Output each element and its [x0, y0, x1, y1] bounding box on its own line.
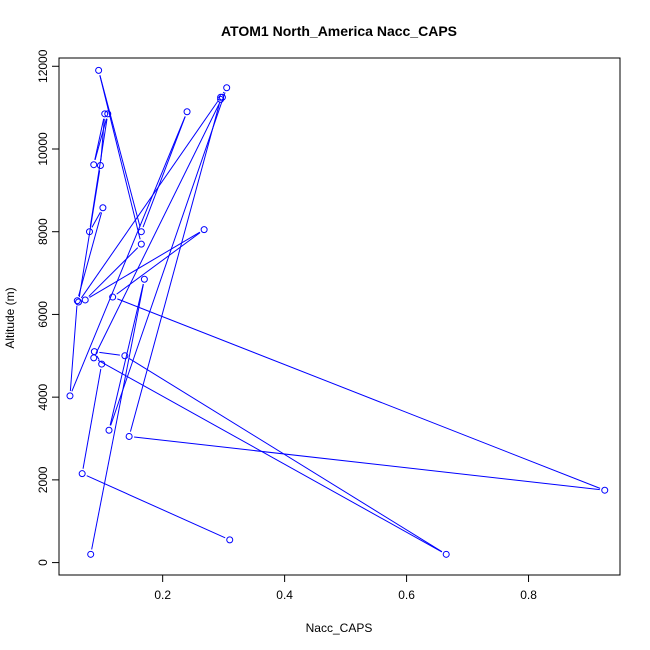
y-tick-label: 4000: [36, 383, 50, 410]
x-tick-label: 0.8: [520, 588, 537, 602]
data-point: [96, 162, 104, 170]
data-point: [105, 426, 113, 434]
data-point: [101, 110, 109, 118]
series-segment: [117, 298, 601, 489]
data-point: [218, 93, 226, 101]
series-segment: [142, 116, 186, 228]
data-point: [87, 550, 95, 558]
series-lines: [69, 75, 601, 553]
series-segment: [99, 351, 120, 356]
series-segment: [71, 116, 186, 392]
series-segment: [129, 104, 220, 432]
data-point: [200, 226, 208, 234]
series-segment: [80, 101, 219, 299]
data-point: [217, 93, 225, 101]
series-segment: [95, 101, 221, 354]
series-segment: [91, 284, 144, 550]
series-points: [66, 66, 609, 558]
data-point: [90, 354, 98, 362]
data-point: [98, 360, 106, 368]
data-point: [217, 95, 225, 103]
y-tick-label: 2000: [36, 466, 50, 493]
data-point: [601, 486, 609, 494]
x-tick-label: 0.4: [276, 588, 293, 602]
data-point: [81, 296, 89, 304]
data-point: [75, 298, 83, 306]
data-point: [226, 536, 234, 544]
y-tick-label: 6000: [36, 301, 50, 328]
data-point: [66, 392, 74, 400]
data-point: [99, 204, 107, 212]
data-point: [104, 110, 112, 118]
series-segment: [89, 231, 201, 298]
y-tick-label: 12000: [36, 49, 50, 83]
data-point: [121, 352, 129, 360]
y-tick-label: 0: [36, 559, 50, 566]
data-point: [109, 293, 117, 301]
series-segment: [96, 355, 100, 361]
series-segment: [82, 368, 102, 469]
data-point: [78, 470, 86, 478]
series-segment: [86, 475, 226, 539]
x-axis-label: Nacc_CAPS: [306, 621, 373, 635]
series-segment: [94, 118, 107, 161]
series-segment: [100, 118, 105, 161]
data-point: [183, 108, 191, 116]
data-point: [140, 275, 148, 283]
series-segment: [222, 91, 225, 94]
data-point: [137, 240, 145, 248]
data-point: [95, 66, 103, 74]
x-axis: 0.2 0.4 0.6 0.8: [154, 575, 537, 602]
series-segment: [91, 211, 101, 228]
y-tick-label: 10000: [36, 132, 50, 166]
data-point: [125, 432, 133, 440]
chart-title: ATOM1 North_America Nacc_CAPS: [221, 23, 457, 39]
y-axis-label: Altitude (m): [3, 287, 17, 348]
data-point: [442, 550, 450, 558]
x-tick-label: 0.2: [154, 588, 171, 602]
data-point: [137, 228, 145, 236]
series-segment: [134, 436, 600, 491]
series-segment: [99, 75, 141, 228]
plot-frame: [58, 57, 621, 576]
series-segment: [88, 247, 139, 297]
series-segment: [69, 305, 78, 391]
y-axis: 0 2000 4000 6000 8000 10000 12000: [36, 49, 59, 566]
series-segment: [97, 359, 443, 553]
series-segment: [110, 92, 226, 426]
series-segment: [94, 118, 105, 160]
y-tick-label: 8000: [36, 218, 50, 245]
data-point: [73, 297, 81, 305]
data-point: [223, 84, 231, 92]
series-segment: [78, 212, 103, 297]
series-segment: [128, 357, 443, 553]
series-segment: [78, 170, 101, 298]
series-segment: [99, 75, 141, 240]
data-point: [85, 228, 93, 236]
series-segment: [109, 284, 144, 426]
x-tick-label: 0.6: [398, 588, 415, 602]
series-segment: [116, 232, 201, 295]
data-point: [90, 161, 98, 169]
